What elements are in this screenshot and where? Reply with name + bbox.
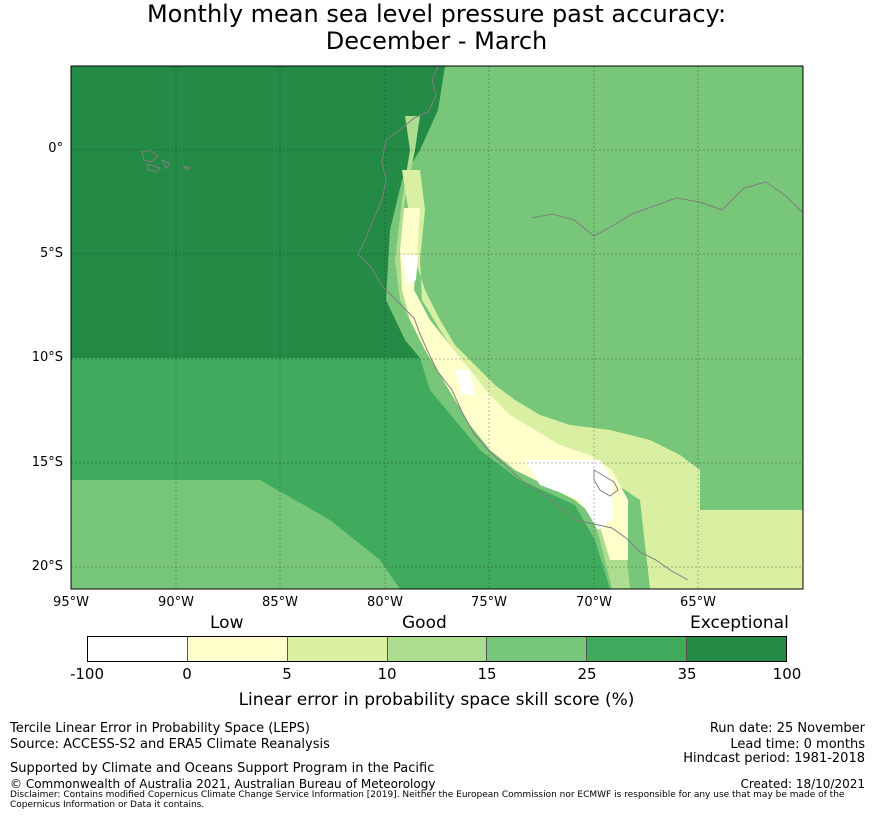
- skill-region-north-ocean: [71, 66, 445, 358]
- lon-label-80w: 80°W: [367, 595, 403, 610]
- category-exceptional: Exceptional: [690, 613, 789, 633]
- footer-source: Source: ACCESS-S2 and ERA5 Climate Reana…: [10, 737, 330, 752]
- colorbar-tick: 15: [477, 665, 497, 683]
- colorbar: [87, 636, 787, 662]
- colorbar-tick: 100: [772, 665, 802, 683]
- colorbar-seg-10-15: [387, 637, 488, 661]
- lon-label-70w: 70°W: [576, 595, 612, 610]
- skill-region-negative-1: [402, 255, 418, 285]
- colorbar-title: Linear error in probability space skill …: [238, 690, 635, 710]
- skill-map: [70, 65, 804, 590]
- colorbar-seg-neg: [88, 637, 188, 661]
- lat-label-20s: 20°S: [31, 559, 63, 574]
- coastline: [141, 65, 803, 581]
- coastline-lake-titicaca: [593, 469, 619, 497]
- lon-label-75w: 75°W: [471, 595, 507, 610]
- colorbar-seg-0-5: [187, 637, 288, 661]
- lon-label-85w: 85°W: [262, 595, 298, 610]
- footer-support: Supported by Climate and Oceans Support …: [10, 761, 435, 776]
- disclaimer: Disclaimer: Contains modified Copernicus…: [10, 790, 845, 810]
- skill-region-altiplano: [700, 510, 803, 589]
- skill-region-negative-3: [525, 460, 612, 530]
- category-good: Good: [402, 613, 447, 633]
- footer-leps: Tercile Linear Error in Probability Spac…: [10, 721, 310, 736]
- graticule: [70, 66, 803, 589]
- footer-created: Created: 18/10/2021: [740, 777, 865, 791]
- lat-label-15s: 15°S: [31, 455, 63, 470]
- skill-cells: [71, 66, 803, 589]
- footer-lead-time: Lead time: 0 months: [730, 737, 865, 752]
- colorbar-tick: 35: [677, 665, 697, 683]
- colorbar-tick: 5: [282, 665, 292, 683]
- lat-label-0: 0°: [48, 141, 63, 156]
- coastline-galapagos: [141, 149, 192, 173]
- skill-region-southwest: [71, 480, 400, 589]
- colorbar-tick: 10: [377, 665, 397, 683]
- lat-label-5s: 5°S: [39, 246, 63, 261]
- coastline-south-america: [357, 65, 689, 581]
- colorbar-seg-35-100: [687, 637, 787, 661]
- map-frame: [70, 65, 804, 590]
- skill-region-coast-inner: [402, 170, 700, 589]
- colorbar-seg-25-35: [587, 637, 688, 661]
- colorbar-seg-15-25: [487, 637, 588, 661]
- title-line-1: Monthly mean sea level pressure past acc…: [146, 0, 727, 28]
- colorbar-seg-5-10: [287, 637, 388, 661]
- coastline-amazon-river: [531, 181, 803, 237]
- skill-region-negative-2: [455, 370, 475, 395]
- lon-label-65w: 65°W: [680, 595, 716, 610]
- lon-label-95w: 95°W: [53, 595, 89, 610]
- title-line-2: December - March: [325, 27, 548, 55]
- footer-run-date: Run date: 25 November: [709, 721, 865, 736]
- lat-label-10s: 10°S: [31, 350, 63, 365]
- colorbar-tick: 0: [182, 665, 192, 683]
- colorbar-tick: -100: [69, 665, 105, 683]
- colorbar-tick: 25: [577, 665, 597, 683]
- footer-hindcast: Hindcast period: 1981-2018: [683, 751, 865, 766]
- footer-copyright: © Commonwealth of Australia 2021, Austra…: [10, 777, 436, 791]
- lon-label-90w: 90°W: [158, 595, 194, 610]
- category-low: Low: [210, 613, 244, 633]
